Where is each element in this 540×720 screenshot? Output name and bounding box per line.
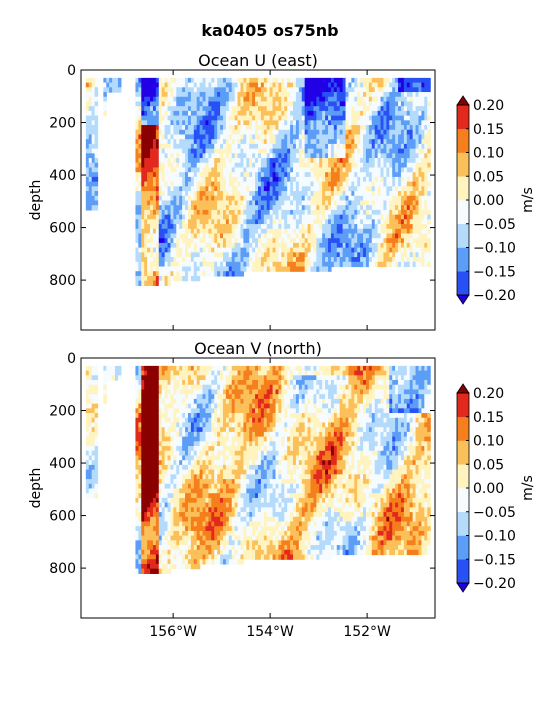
colorbar-extend-min xyxy=(456,294,470,305)
y-tick-label: 400 xyxy=(49,456,76,472)
colorbar-segment xyxy=(457,176,469,201)
y-tick-label: 400 xyxy=(49,168,76,184)
colorbar-tick-label: 0.10 xyxy=(473,146,504,162)
colorbar-extend-max xyxy=(456,95,470,106)
x-tick-label: 154°W xyxy=(246,624,294,640)
heatmap-v xyxy=(85,365,431,574)
colorbar-label: m/s xyxy=(520,475,536,501)
colorbar-tick-label: 0.00 xyxy=(473,481,504,497)
x-tick-label: 152°W xyxy=(343,624,391,640)
colorbar-tick-label: 0.15 xyxy=(473,122,504,138)
colorbar-segment xyxy=(457,440,469,465)
y-tick-label: 800 xyxy=(49,561,76,577)
colorbar-segment xyxy=(457,247,469,272)
figure-title: ka0405 os75nb xyxy=(201,21,338,40)
colorbar-segment xyxy=(457,393,469,418)
heatmap-u xyxy=(85,77,431,286)
colorbar-tick-label: 0.20 xyxy=(473,386,504,402)
panels: Ocean U (east)0200400600800depth−0.20−0.… xyxy=(28,51,536,640)
colorbar-segment xyxy=(457,416,469,441)
colorbar-segment xyxy=(457,511,469,536)
colorbar-segment xyxy=(457,271,469,296)
colorbar-segment xyxy=(457,128,469,153)
panel-v: Ocean V (north) 0 200 400 600 800 156°W 154°W 15… xyxy=(28,339,536,640)
colorbar-segment xyxy=(457,559,469,584)
colorbar-tick-label: 0.10 xyxy=(473,434,504,450)
colorbar-tick-label: −0.15 xyxy=(473,264,516,280)
colorbar-tick-label: −0.15 xyxy=(473,552,516,568)
y-tick-label: 800 xyxy=(49,273,76,289)
colorbar-tick-label: −0.05 xyxy=(473,217,516,233)
colorbar-tick-label: 0.20 xyxy=(473,98,504,114)
colorbar-tick-label: 0.05 xyxy=(473,169,504,185)
y-tick-label: 600 xyxy=(49,221,76,237)
colorbar-segment xyxy=(457,464,469,489)
colorbar-tick-label: −0.20 xyxy=(473,576,516,592)
panel-title: Ocean V (north) xyxy=(194,339,322,358)
colorbar-tick-label: 0.05 xyxy=(473,457,504,473)
colorbar-tick-label: 0.15 xyxy=(473,410,504,426)
panel-u: Ocean U (east)0200400600800depth−0.20−0.… xyxy=(28,51,536,331)
colorbar: −0.20 −0.15 −0.10 −0.05 0.00 0.05 0.10 0.15 0.20… xyxy=(456,383,536,593)
colorbar-tick-label: −0.05 xyxy=(473,505,516,521)
y-tick-label: 200 xyxy=(49,404,76,420)
colorbar-tick-label: −0.10 xyxy=(473,529,516,545)
colorbar-segment xyxy=(457,223,469,248)
panel-title: Ocean U (east) xyxy=(198,51,318,70)
colorbar-extend-max xyxy=(456,383,470,394)
x-tick-label: 156°W xyxy=(149,624,197,640)
colorbar-tick-label: −0.20 xyxy=(473,288,516,304)
colorbar-tick-label: 0.00 xyxy=(473,193,504,209)
plot-frame xyxy=(80,69,436,331)
colorbar-extend-min xyxy=(456,582,470,593)
colorbar-label: m/s xyxy=(520,187,536,213)
plot-frame xyxy=(80,357,436,619)
y-tick-label: 0 xyxy=(67,63,76,79)
colorbar-segment xyxy=(457,488,469,513)
y-axis-label: depth xyxy=(28,468,44,509)
y-tick-label: 200 xyxy=(49,116,76,132)
colorbar: −0.20 −0.15 −0.10 −0.05 0.00 0.05 0.10 0.15 0.20… xyxy=(456,95,536,305)
y-tick-label: 0 xyxy=(67,351,76,367)
y-tick-label: 600 xyxy=(49,509,76,525)
colorbar-segment xyxy=(457,535,469,560)
y-axis-label: depth xyxy=(28,180,44,221)
colorbar-segment xyxy=(457,200,469,225)
colorbar-segment xyxy=(457,152,469,177)
colorbar-tick-label: −0.10 xyxy=(473,241,516,257)
colorbar-segment xyxy=(457,105,469,130)
